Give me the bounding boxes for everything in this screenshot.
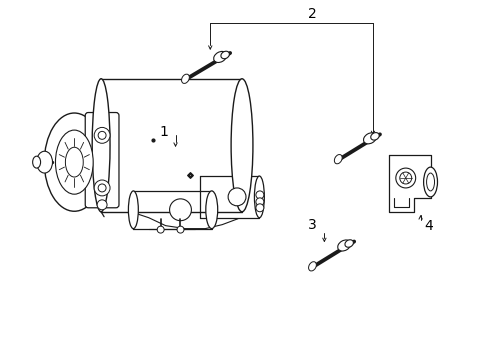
Ellipse shape — [65, 147, 83, 177]
Ellipse shape — [169, 199, 191, 221]
Text: 3: 3 — [307, 218, 316, 231]
Ellipse shape — [205, 191, 217, 229]
Circle shape — [399, 172, 411, 184]
Text: 2: 2 — [307, 7, 316, 21]
Ellipse shape — [128, 191, 138, 229]
Ellipse shape — [334, 154, 342, 164]
FancyBboxPatch shape — [85, 113, 119, 208]
Ellipse shape — [344, 240, 353, 247]
Ellipse shape — [181, 74, 189, 84]
Ellipse shape — [370, 132, 379, 140]
Text: 4: 4 — [423, 219, 432, 233]
Circle shape — [97, 200, 107, 210]
Ellipse shape — [231, 79, 252, 212]
Circle shape — [94, 127, 110, 143]
Ellipse shape — [254, 176, 264, 218]
Circle shape — [94, 180, 110, 196]
Text: 1: 1 — [159, 125, 168, 139]
Ellipse shape — [92, 79, 110, 212]
Circle shape — [98, 131, 106, 139]
Ellipse shape — [337, 240, 350, 251]
Circle shape — [255, 191, 264, 199]
Circle shape — [98, 184, 106, 192]
Circle shape — [395, 168, 415, 188]
Ellipse shape — [221, 51, 229, 59]
Ellipse shape — [308, 262, 316, 271]
Circle shape — [157, 226, 164, 233]
Ellipse shape — [213, 51, 226, 63]
Ellipse shape — [426, 173, 434, 191]
Circle shape — [255, 198, 264, 206]
Circle shape — [255, 204, 264, 212]
Ellipse shape — [33, 156, 41, 168]
Ellipse shape — [363, 133, 376, 144]
Circle shape — [177, 226, 183, 233]
Ellipse shape — [423, 167, 437, 197]
Ellipse shape — [55, 130, 93, 194]
Ellipse shape — [37, 151, 52, 173]
Ellipse shape — [44, 113, 104, 211]
Ellipse shape — [228, 188, 245, 206]
